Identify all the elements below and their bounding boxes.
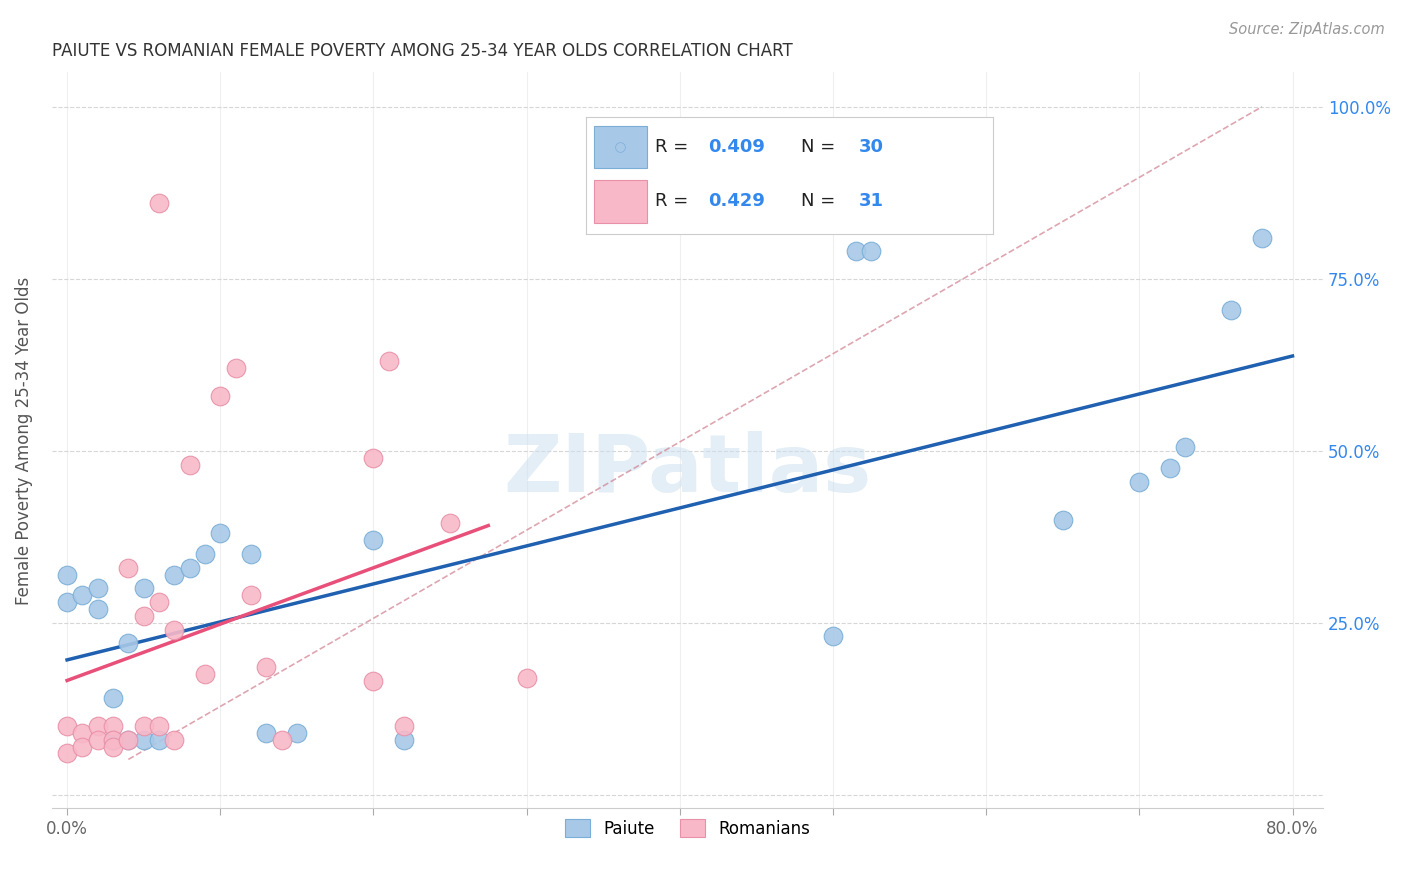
Point: [101, 719, 124, 733]
Point: [101, 739, 124, 754]
Point: [86, 602, 108, 616]
Point: [363, 674, 385, 689]
Point: [117, 560, 139, 574]
Point: [377, 354, 399, 368]
Point: [1174, 440, 1197, 454]
Point: [148, 719, 170, 733]
Point: [132, 719, 155, 733]
Point: [254, 725, 277, 739]
Point: [179, 560, 201, 574]
Point: [117, 732, 139, 747]
Point: [239, 588, 262, 602]
Point: [56, 719, 79, 733]
Point: [56, 747, 79, 761]
Point: [209, 389, 232, 403]
Text: ZIPatlas: ZIPatlas: [503, 431, 872, 508]
Point: [845, 244, 868, 259]
Point: [163, 623, 186, 637]
Point: [239, 547, 262, 561]
Text: Source: ZipAtlas.com: Source: ZipAtlas.com: [1229, 22, 1385, 37]
Point: [86, 719, 108, 733]
Point: [270, 732, 292, 747]
Point: [209, 526, 232, 541]
Point: [179, 458, 201, 472]
Point: [148, 595, 170, 609]
Point: [148, 196, 170, 211]
Point: [72, 588, 94, 602]
Point: [56, 595, 79, 609]
Point: [1159, 461, 1181, 475]
Point: [194, 667, 217, 681]
Y-axis label: Female Poverty Among 25-34 Year Olds: Female Poverty Among 25-34 Year Olds: [15, 277, 32, 605]
Point: [86, 732, 108, 747]
Point: [1128, 475, 1150, 489]
Point: [72, 725, 94, 739]
Point: [1220, 302, 1243, 317]
Text: PAIUTE VS ROMANIAN FEMALE POVERTY AMONG 25-34 YEAR OLDS CORRELATION CHART: PAIUTE VS ROMANIAN FEMALE POVERTY AMONG …: [52, 42, 793, 60]
Point: [225, 361, 247, 376]
Point: [194, 547, 217, 561]
Point: [101, 732, 124, 747]
Point: [163, 732, 186, 747]
Point: [1250, 230, 1272, 244]
Point: [363, 450, 385, 465]
Point: [132, 732, 155, 747]
Point: [101, 732, 124, 747]
Point: [516, 671, 538, 685]
Legend: Paiute, Romanians: Paiute, Romanians: [558, 813, 817, 844]
Point: [860, 244, 883, 259]
Point: [132, 608, 155, 623]
Point: [72, 739, 94, 754]
Point: [101, 691, 124, 706]
Point: [56, 567, 79, 582]
Point: [439, 516, 461, 530]
Point: [392, 732, 415, 747]
Point: [285, 725, 308, 739]
Point: [132, 582, 155, 596]
Point: [148, 732, 170, 747]
Point: [392, 719, 415, 733]
Point: [254, 660, 277, 674]
Point: [86, 582, 108, 596]
Point: [1052, 512, 1074, 526]
Point: [117, 732, 139, 747]
Point: [821, 630, 844, 644]
Point: [363, 533, 385, 548]
Point: [163, 567, 186, 582]
Point: [117, 636, 139, 650]
